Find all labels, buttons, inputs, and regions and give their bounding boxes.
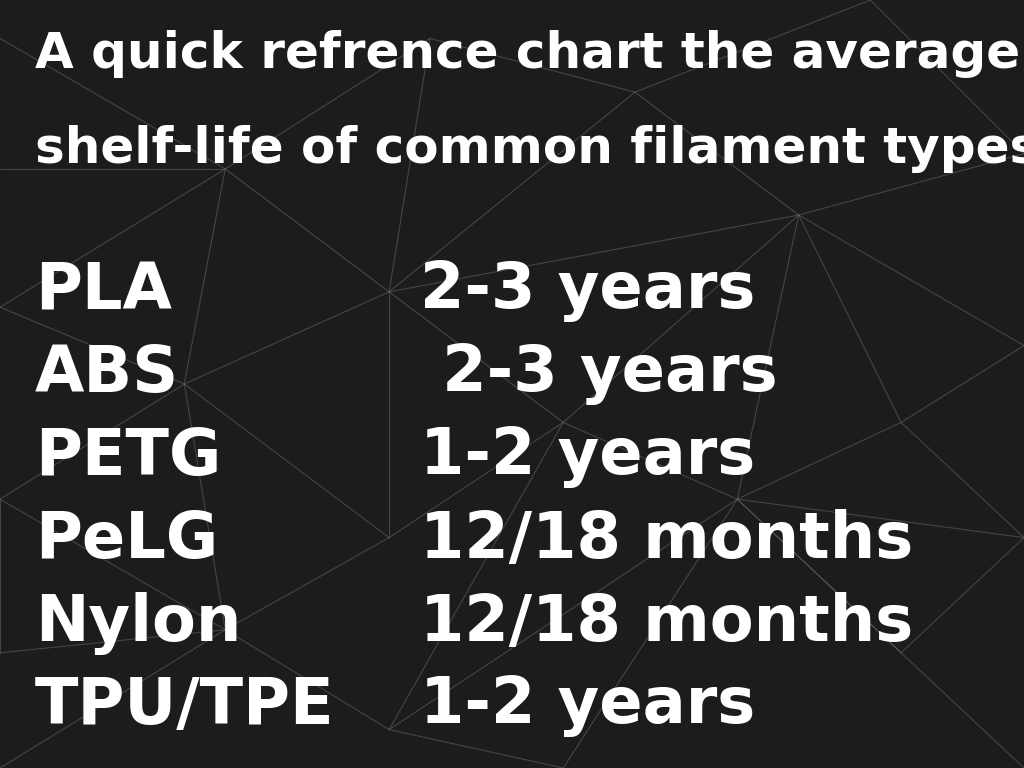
Text: shelf-life of common filament types:: shelf-life of common filament types: — [35, 125, 1024, 173]
Text: 1-2 years: 1-2 years — [420, 426, 756, 488]
Text: 2-3 years: 2-3 years — [420, 260, 756, 322]
Text: A quick refrence chart the average: A quick refrence chart the average — [35, 30, 1020, 78]
Text: PeLG: PeLG — [35, 509, 218, 571]
Text: Nylon: Nylon — [35, 592, 242, 655]
Text: ABS: ABS — [35, 343, 179, 405]
Text: PLA: PLA — [35, 260, 172, 322]
Text: 2-3 years: 2-3 years — [420, 343, 777, 405]
Text: TPU/TPE: TPU/TPE — [35, 675, 335, 737]
Text: 12/18 months: 12/18 months — [420, 592, 913, 654]
Text: 1-2 years: 1-2 years — [420, 675, 756, 737]
Text: PETG: PETG — [35, 426, 221, 488]
Text: 12/18 months: 12/18 months — [420, 509, 913, 571]
